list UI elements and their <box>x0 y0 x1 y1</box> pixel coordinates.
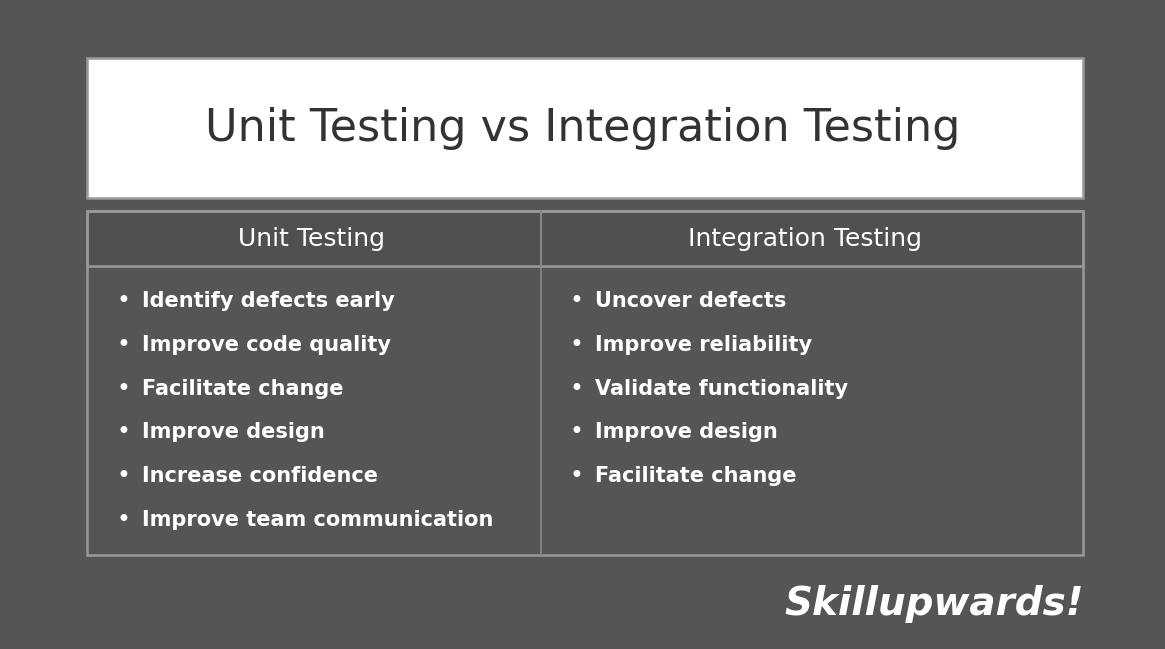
Text: Increase confidence: Increase confidence <box>142 466 379 486</box>
Text: •: • <box>570 289 584 313</box>
Text: Unit Testing: Unit Testing <box>238 227 384 251</box>
Text: Improve reliability: Improve reliability <box>595 335 812 355</box>
FancyBboxPatch shape <box>87 58 1083 198</box>
Text: •: • <box>116 289 130 313</box>
Text: •: • <box>116 464 130 488</box>
Text: •: • <box>570 333 584 357</box>
Text: •: • <box>116 508 130 532</box>
Text: Facilitate change: Facilitate change <box>595 466 797 486</box>
Text: •: • <box>116 376 130 400</box>
Text: Skillupwards!: Skillupwards! <box>784 585 1083 622</box>
Text: •: • <box>116 421 130 445</box>
Text: Unit Testing vs Integration Testing: Unit Testing vs Integration Testing <box>205 106 960 150</box>
Text: Facilitate change: Facilitate change <box>142 378 344 398</box>
Text: •: • <box>570 376 584 400</box>
Text: Improve team communication: Improve team communication <box>142 510 494 530</box>
Text: Integration Testing: Integration Testing <box>687 227 922 251</box>
Text: Identify defects early: Identify defects early <box>142 291 395 311</box>
Text: Validate functionality: Validate functionality <box>595 378 848 398</box>
Text: •: • <box>570 464 584 488</box>
Text: Improve code quality: Improve code quality <box>142 335 391 355</box>
FancyBboxPatch shape <box>87 211 1083 266</box>
Text: Uncover defects: Uncover defects <box>595 291 786 311</box>
Text: •: • <box>116 333 130 357</box>
Text: Improve design: Improve design <box>142 422 325 443</box>
Text: •: • <box>570 421 584 445</box>
Text: Improve design: Improve design <box>595 422 778 443</box>
